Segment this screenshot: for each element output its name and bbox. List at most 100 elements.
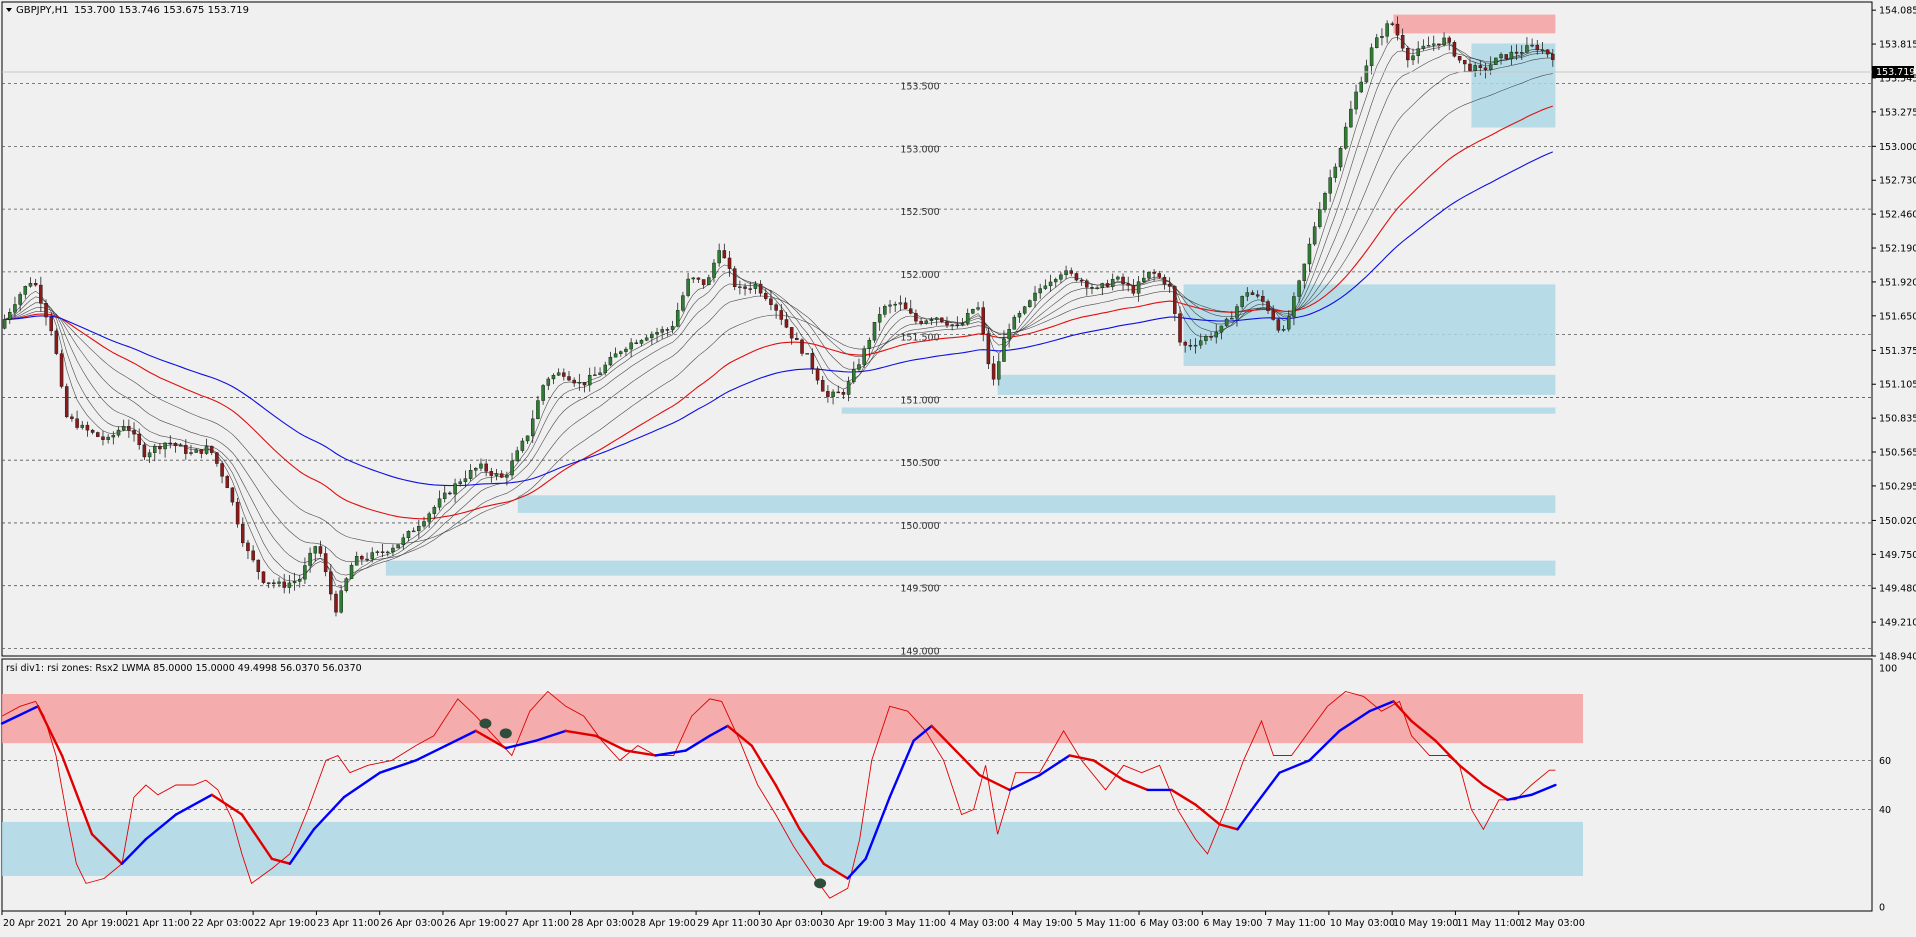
grid-label: 153.500 — [900, 82, 939, 93]
candle-bull — [1349, 108, 1353, 128]
lwma-segment — [594, 734, 627, 752]
candle-bull — [28, 282, 33, 287]
price-tick-label: 151.650 — [1879, 311, 1916, 322]
candle-bear — [991, 363, 996, 380]
candle-bear — [1447, 37, 1452, 43]
candle-bear — [1069, 270, 1074, 274]
time-label: 21 Apr 11:00 — [128, 918, 190, 929]
indicator-header: rsi div1: rsi zones: Rsx2 LWMA 85.0000 1… — [6, 663, 362, 674]
candle-bull — [717, 250, 721, 264]
candle-bear — [215, 452, 219, 464]
candle-bull — [867, 339, 872, 349]
lwma-segment — [210, 793, 244, 816]
candle-bull — [712, 262, 716, 278]
candle-bear — [696, 277, 701, 280]
lwma-segment — [864, 796, 891, 860]
candle-bull — [204, 445, 209, 454]
lwma-segment — [888, 739, 915, 799]
candle-bear — [572, 379, 576, 384]
candle-bull — [375, 551, 380, 553]
dropdown-triangle-icon[interactable] — [6, 8, 12, 12]
time-label: 10 May 03:00 — [1330, 918, 1395, 929]
current-price-box — [1872, 66, 1914, 78]
candle-bear — [1463, 59, 1467, 65]
candle-bull — [474, 468, 478, 471]
rsi-series — [0, 690, 1557, 899]
time-label: 28 Apr 19:00 — [634, 918, 696, 929]
lwma-segment — [750, 744, 777, 787]
time-label: 5 May 11:00 — [1077, 918, 1136, 929]
lwma-segment — [684, 734, 711, 752]
candle-bull — [505, 474, 509, 478]
candle-bull — [344, 578, 349, 591]
candle-bear — [810, 353, 815, 369]
candle-bull — [1142, 277, 1146, 282]
lwma-segment — [564, 729, 597, 737]
candle-bull — [8, 312, 12, 320]
candle-bear — [1406, 47, 1410, 61]
time-axis[interactable]: 20 Apr 2021 20 Apr 19:00 21 Apr 11:00 22 Ap… — [1, 910, 1872, 929]
candle-bull — [1369, 47, 1374, 67]
indicator-axis-label: 40 — [1879, 805, 1891, 816]
candle-bear — [137, 433, 141, 446]
lwma-segment — [534, 729, 567, 742]
time-label: 20 Apr 19:00 — [66, 918, 128, 929]
candle-bull — [1530, 44, 1534, 47]
candle-bull — [1426, 45, 1431, 47]
candle-bear — [1105, 283, 1110, 287]
candle-bull — [396, 544, 400, 549]
candle-bear — [1183, 341, 1187, 346]
candle-bull — [619, 351, 623, 354]
candle-bear — [727, 257, 732, 269]
candle-bull — [1431, 43, 1436, 46]
price-axis-ticks: 154.085 153.815 153.545 153.275 153.000 152.7… — [1872, 6, 1916, 663]
candle-bear — [246, 542, 250, 552]
time-label: 30 Apr 19:00 — [823, 918, 885, 929]
grid-label: 152.000 — [900, 270, 939, 281]
candle-bear — [1250, 292, 1255, 295]
candle-bear — [908, 308, 913, 314]
candle-bear — [1437, 43, 1441, 46]
indicator-panel[interactable]: rsi div1: rsi zones: Rsx2 LWMA 85.0000 1… — [0, 658, 1897, 914]
candle-bull — [862, 348, 866, 365]
candle-bull — [934, 317, 939, 320]
candle-bear — [732, 268, 737, 288]
lwma-segment — [954, 749, 981, 777]
candle-bull — [1147, 271, 1151, 279]
demand-zone — [1471, 43, 1556, 128]
candle-bull — [349, 565, 354, 579]
candle-bear — [1152, 271, 1156, 274]
candle-bear — [779, 310, 784, 320]
candle-bear — [795, 337, 799, 341]
lwma-segment — [312, 796, 346, 831]
lwma-segment — [1482, 783, 1509, 801]
candle-bull — [608, 356, 613, 366]
candle-bear — [64, 386, 69, 418]
candle-bear — [484, 463, 488, 472]
price-tick-label: 150.565 — [1879, 448, 1916, 459]
candle-bull — [1053, 279, 1058, 283]
price-axis[interactable]: 154.085 153.815 153.545 153.275 153.000 152.7… — [2, 2, 1916, 663]
lwma-segment — [1278, 759, 1311, 774]
candle-bear — [272, 582, 276, 584]
time-label: 27 Apr 11:00 — [507, 918, 569, 929]
candle-bear — [665, 329, 670, 331]
grid-label: 152.500 — [900, 207, 939, 218]
candle-bear — [841, 392, 846, 395]
candle-bull — [670, 326, 675, 330]
candle-bull — [877, 314, 882, 323]
candle-bull — [846, 381, 851, 395]
demand-zone — [385, 560, 1556, 576]
lwma-segment — [378, 759, 418, 774]
candle-bull — [883, 306, 887, 315]
main-chart-panel[interactable]: 153.500 153.000 152.500 152.000 151.500 151.0… — [1, 1, 1873, 657]
candle-bull — [655, 332, 659, 335]
candle-bull — [1033, 292, 1037, 301]
candle-bear — [758, 283, 763, 294]
candle-bear — [701, 279, 706, 286]
candle-bear — [241, 523, 245, 544]
candle-bull — [1380, 36, 1384, 38]
candle-bull — [644, 337, 649, 341]
current-price-marker: 153.719 — [2, 66, 1915, 78]
